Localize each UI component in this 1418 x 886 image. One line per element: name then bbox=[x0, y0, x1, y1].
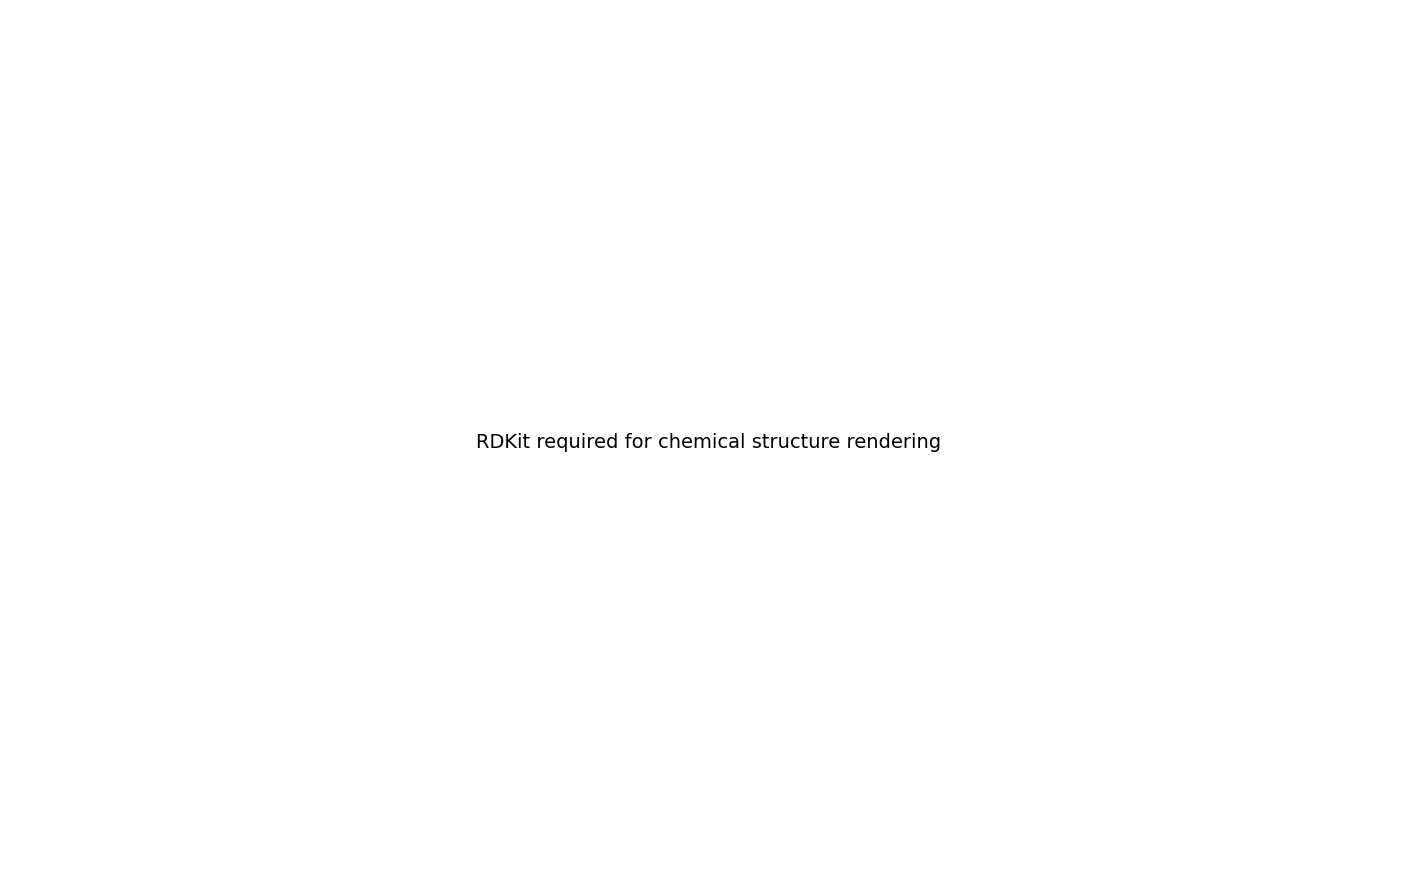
Text: RDKit required for chemical structure rendering: RDKit required for chemical structure re… bbox=[476, 433, 942, 453]
